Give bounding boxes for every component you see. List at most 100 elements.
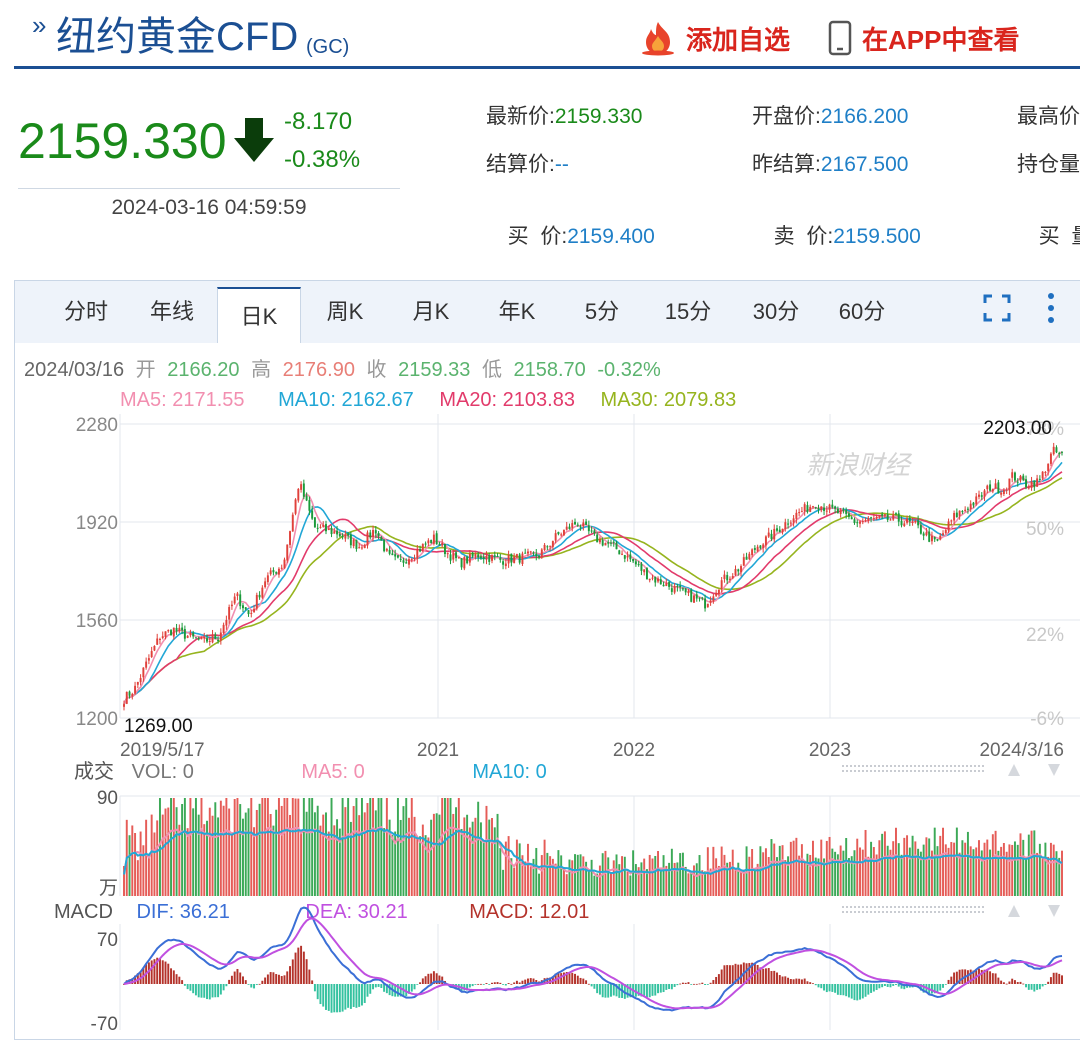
volume-scroll-controls[interactable] <box>842 764 1060 776</box>
scroll-track-dot <box>894 906 896 908</box>
volume-bar <box>701 870 704 896</box>
tab-intraday[interactable]: 分时 <box>63 299 108 324</box>
tab-5min[interactable]: 5分 <box>584 299 620 324</box>
candle-body <box>443 543 446 555</box>
volume-bar <box>410 798 413 896</box>
volume-bar <box>734 867 737 896</box>
candle-body <box>338 533 341 537</box>
macd-histogram-bar <box>518 982 521 984</box>
volume-bar <box>690 872 693 896</box>
volume-bar <box>607 857 610 896</box>
macd-histogram-bar <box>529 978 532 984</box>
candle-body <box>313 517 316 528</box>
candle-body <box>978 494 980 497</box>
volume-bar <box>200 798 203 896</box>
volume-bar <box>740 869 743 896</box>
candle-body <box>305 495 308 501</box>
macd-scroll-controls[interactable] <box>842 905 1060 917</box>
volume-bar <box>529 866 532 896</box>
volume-bar <box>900 854 903 896</box>
volume-bar <box>358 815 361 896</box>
scroll-track-dot <box>842 770 844 772</box>
macd-histogram-bar <box>601 984 604 998</box>
candlesticks <box>123 442 1063 711</box>
macd-histogram-bar <box>286 971 289 984</box>
scroll-track-dot <box>854 906 856 908</box>
volume-bar <box>432 813 435 896</box>
tab-30min[interactable]: 30分 <box>752 299 800 324</box>
quote-field-value: 2159.500 <box>833 225 921 248</box>
tab-yearly-k[interactable]: 年K <box>498 299 536 324</box>
macd-histogram-bar <box>341 984 344 1012</box>
candle-body <box>488 555 491 562</box>
add-watchlist-button[interactable]: 添加自选 <box>638 20 790 56</box>
macd-histogram-bar <box>355 984 358 1008</box>
tab-weekly-k[interactable]: 周K <box>326 299 364 324</box>
volume-bar <box>277 798 280 896</box>
volume-bar <box>330 798 333 896</box>
candle-body <box>178 627 181 632</box>
more-menu-icon[interactable] <box>1044 290 1058 326</box>
macd-histogram-bar <box>947 979 950 984</box>
candle-body <box>203 636 206 639</box>
macd-histogram-bar <box>933 984 936 994</box>
scroll-track-dot <box>846 911 848 913</box>
candle-body <box>767 532 770 537</box>
tab-daily-k[interactable]: 日K <box>217 287 301 343</box>
candle-body <box>515 554 518 557</box>
ma30-legend: MA30: 2079.83 <box>601 389 737 411</box>
volume-bar <box>867 856 870 896</box>
candle-body <box>803 504 806 512</box>
tab-15min[interactable]: 15分 <box>664 299 712 324</box>
volume-bar <box>1049 842 1052 896</box>
macd-histogram-bar <box>881 984 884 988</box>
volume-bar <box>908 847 911 896</box>
fullscreen-icon[interactable] <box>983 294 1011 322</box>
macd-histogram-bar <box>847 984 850 998</box>
quote-field-value: -- <box>554 153 569 176</box>
volume-bar <box>197 814 200 896</box>
scroll-track-dot <box>970 765 972 767</box>
macd-histogram-bar <box>1025 984 1028 988</box>
volume-bar <box>532 858 535 896</box>
macd-histogram-bar <box>651 984 654 996</box>
volume-pane: 90 万 <box>97 788 1080 899</box>
volume-bar <box>441 798 444 896</box>
candle-body <box>989 484 992 491</box>
view-in-app-button[interactable]: 在APP中查看 <box>828 20 1019 56</box>
candle-body <box>410 559 413 561</box>
macd-histogram-bar <box>305 959 308 984</box>
candle-body <box>1047 463 1050 472</box>
candle-body <box>787 523 790 525</box>
volume-bar <box>1013 841 1016 896</box>
candle-body <box>914 521 917 523</box>
candle-body <box>172 627 175 637</box>
candle-body <box>457 557 460 559</box>
tab-monthly-k[interactable]: 月K <box>412 299 450 324</box>
volume-bar <box>983 842 986 896</box>
volume-bar <box>955 827 958 896</box>
candle-body <box>211 634 214 643</box>
volume-bar <box>1016 844 1019 896</box>
scroll-track-dot <box>962 765 964 767</box>
volume-value: VOL: 0 <box>132 761 194 783</box>
scroll-track-dot <box>954 770 956 772</box>
candle-body <box>496 556 499 558</box>
tab-60min[interactable]: 60分 <box>838 299 886 324</box>
candle-body <box>352 539 355 547</box>
tab-yearly-line[interactable]: 年线 <box>149 299 194 324</box>
volume-bar <box>283 798 286 896</box>
macd-histogram-bar <box>352 984 355 1007</box>
macd-histogram-bar <box>596 984 599 994</box>
volume-bar <box>947 847 950 896</box>
scroll-track-dot <box>882 911 884 913</box>
candle-body <box>551 541 554 547</box>
volume-bar <box>903 837 906 896</box>
macd-histogram-bar <box>438 975 441 984</box>
volume-bar <box>311 798 314 896</box>
candle-body <box>693 595 695 603</box>
macd-histogram-bar <box>953 972 956 984</box>
candle-body <box>374 530 377 534</box>
candle-body <box>565 526 568 530</box>
macd-histogram-bar <box>922 984 925 993</box>
